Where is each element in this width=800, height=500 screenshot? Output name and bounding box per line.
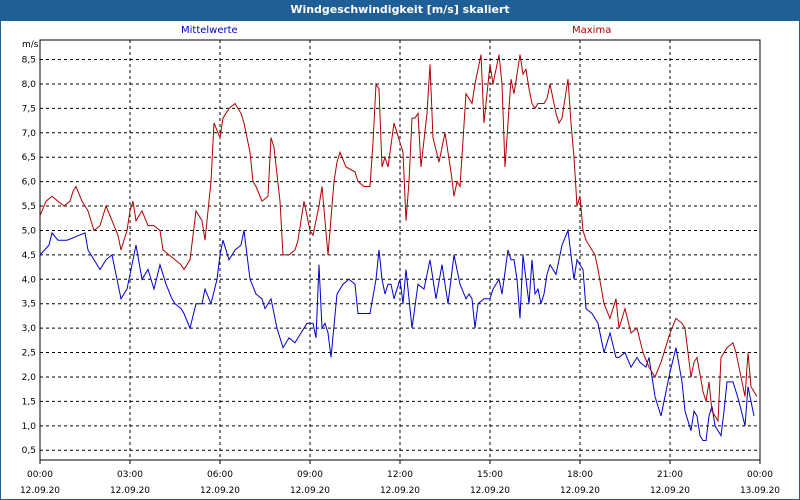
- series-line-mittelwerte: [39, 228, 755, 441]
- y-tick-label: 0,5: [22, 446, 36, 456]
- x-tick-time: 00:00: [747, 470, 773, 480]
- y-tick-label: 1,0: [22, 422, 37, 432]
- y-tick-label: 6,5: [22, 153, 36, 163]
- x-tick-time: 18:00: [567, 470, 593, 480]
- x-tick-date: 12.09.20: [560, 486, 600, 496]
- x-tick-time: 21:00: [657, 470, 683, 480]
- chart-title: Windgeschwindigkeit [m/s] skaliert: [0, 0, 800, 20]
- y-tick-label: 6,0: [22, 178, 37, 188]
- x-tick-date: 12.09.20: [380, 486, 420, 496]
- y-axis-unit: m/s: [22, 40, 39, 50]
- y-tick-label: 7,5: [22, 104, 36, 114]
- y-tick-label: 8,0: [22, 80, 37, 90]
- y-tick-label: 1,5: [22, 397, 36, 407]
- y-tick-label: 7,0: [22, 129, 37, 139]
- x-tick-time: 09:00: [297, 470, 323, 480]
- legend-mittelwerte: Mittelwerte: [181, 25, 238, 36]
- y-tick-label: 4,0: [22, 275, 37, 285]
- x-tick-date: 12.09.20: [110, 486, 150, 496]
- x-tick-time: 15:00: [477, 470, 503, 480]
- y-tick-label: 5,5: [22, 202, 36, 212]
- x-tick-date: 12.09.20: [290, 486, 330, 496]
- y-tick-label: 8,5: [22, 56, 36, 66]
- x-tick-time: 03:00: [117, 470, 143, 480]
- x-tick-date: 12.09.20: [200, 486, 240, 496]
- plot-area-border: [39, 39, 761, 461]
- y-tick-label: 3,5: [22, 300, 36, 310]
- y-tick-label: 3,0: [22, 324, 37, 334]
- y-tick-label: 2,5: [22, 349, 36, 359]
- legend-maxima: Maxima: [572, 25, 612, 36]
- y-tick-label: 5,0: [22, 226, 37, 236]
- y-tick-label: 4,5: [22, 251, 36, 261]
- x-tick-time: 12:00: [387, 470, 413, 480]
- y-tick-label: 2,0: [22, 373, 37, 383]
- x-tick-date: 12.09.20: [20, 486, 60, 496]
- x-tick-time: 06:00: [207, 470, 233, 480]
- x-tick-date: 13.09.20: [740, 486, 780, 496]
- series-line-maxima: [39, 54, 758, 423]
- x-tick-date: 12.09.20: [470, 486, 510, 496]
- x-tick-date: 12.09.20: [650, 486, 690, 496]
- x-tick-time: 00:00: [27, 470, 53, 480]
